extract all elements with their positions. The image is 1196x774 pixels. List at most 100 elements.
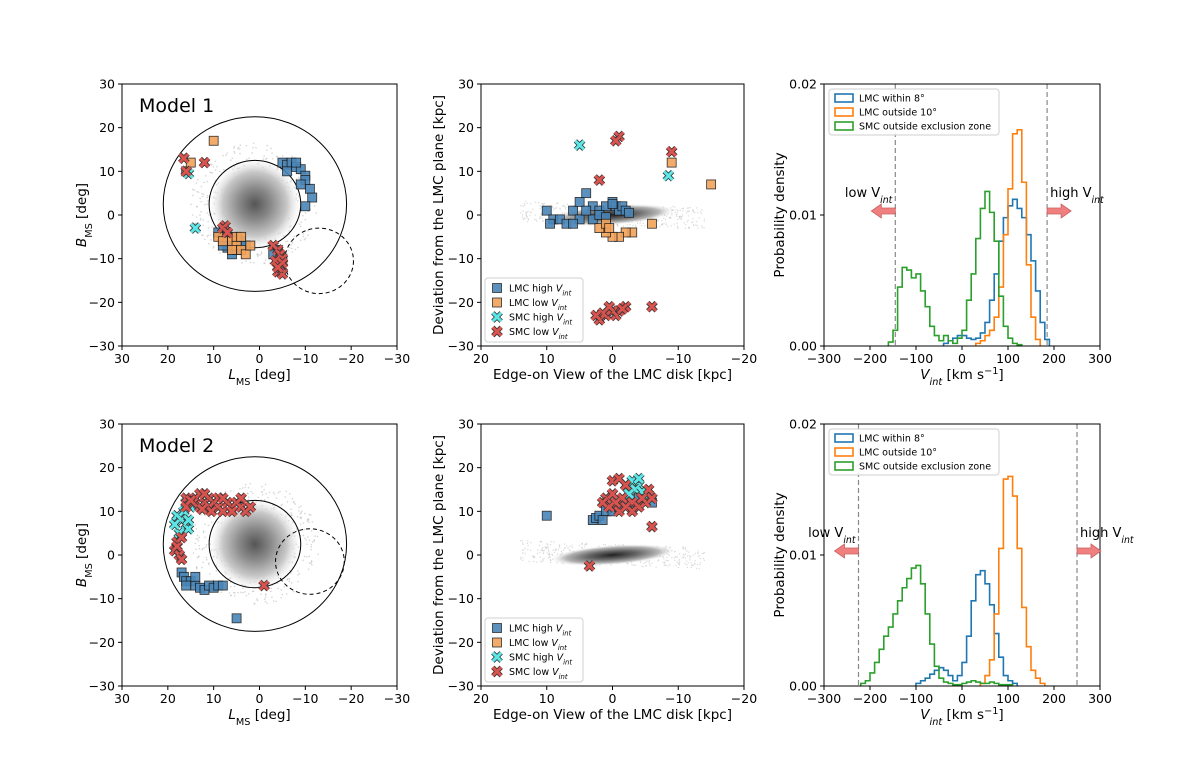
point-smc_high [574,139,585,151]
density-dot [526,211,528,214]
legend-label: SMC low Vint [509,327,568,341]
density-dot [531,555,534,557]
density-dot [692,220,694,223]
density-dot [676,226,679,229]
density-dot [233,585,236,588]
density-dot [206,212,209,214]
x-axis-label: Vint [km s−1] [920,366,1003,388]
density-dot [256,598,258,600]
legend-swatch-hist_within [834,433,854,443]
density-dot [622,225,625,227]
density-dot [230,490,232,492]
density-dot [529,214,531,217]
y-tick-label: 0.00 [789,679,817,694]
density-dot [205,558,208,561]
density-dot [697,552,700,554]
point-smc_low [258,580,270,591]
histogram-hist_smc [860,564,1014,686]
point-smc_low [610,135,622,147]
density-dot [196,206,198,208]
density-dot [297,570,299,572]
density-dot [233,594,236,597]
density-dot [703,220,706,223]
density-dot [547,550,550,552]
density-dot [523,203,526,205]
density-dot [547,557,550,559]
density-dot [210,521,213,523]
density-dot [194,222,197,225]
density-dot [542,220,545,222]
density-dot [634,224,637,226]
x-tick-label: −10 [665,691,691,706]
point-lmc_high [624,207,634,218]
y-tick-label: 30 [458,417,474,432]
density-dot [657,559,660,561]
y-axis-label-part: MS [84,563,95,578]
density-dot [260,251,263,253]
y-tick-label: −30 [448,339,474,354]
point-smc_low [176,554,187,565]
x-tick-label: 10 [539,691,555,706]
density-dot [529,549,532,552]
density-dot [199,219,202,221]
legend-label-part: int [563,319,572,327]
density-dot [563,205,566,208]
density-dot [685,560,688,562]
y-tick-label: 20 [99,120,115,135]
density-dot [554,207,557,209]
density-dot [297,176,300,179]
legend-label: LMC high Vint [509,284,572,298]
density-dot [210,163,213,166]
density-dot [698,217,700,219]
density-dot [286,501,289,503]
density-dot [702,552,705,555]
series-smc_low [590,130,678,326]
density-dot [247,496,250,499]
density-dot [548,553,550,556]
density-dot [284,496,287,498]
density-dot [669,564,671,566]
density-dot [674,559,676,562]
density-dot [206,180,209,183]
x-tick-label: −30 [384,691,410,706]
density-dot [664,218,667,221]
density-dot [307,234,309,236]
legend-label: LMC outside 10° [859,108,937,119]
density-dot [298,506,300,509]
density-dot [281,503,283,506]
y-tick-label: 20 [99,460,115,475]
density-dot [526,221,529,223]
density-dot [672,205,674,208]
density-dot [266,602,268,604]
density-dot [581,542,583,545]
density-dot [195,538,197,540]
density-dot [308,521,310,524]
density-dot [521,549,524,551]
density-dot [565,545,568,547]
density-dot [548,552,550,554]
density-dot [192,214,194,216]
density-dot [701,552,704,555]
x-tick-label: −20 [338,351,364,366]
density-dot [666,556,668,559]
panel-title: Model 2 [139,435,214,457]
density-dot [689,557,691,559]
y-tick-label: 0 [466,208,474,223]
density-dot [233,152,236,154]
density-dot [300,516,303,519]
density-dot [260,252,263,255]
point-lmc_high [291,157,302,168]
density-dot [686,566,689,569]
y-tick-label: 0.00 [789,339,817,354]
density-dot [266,144,269,147]
density-dot [202,561,204,564]
density-dot [302,214,304,217]
x-axis-label-part: −1 [984,366,998,377]
density-cloud [192,482,319,605]
density-dot [197,538,199,540]
density-dot [530,203,532,205]
plot-area [520,130,717,326]
density-dot [534,201,537,204]
density-dot [523,204,526,206]
